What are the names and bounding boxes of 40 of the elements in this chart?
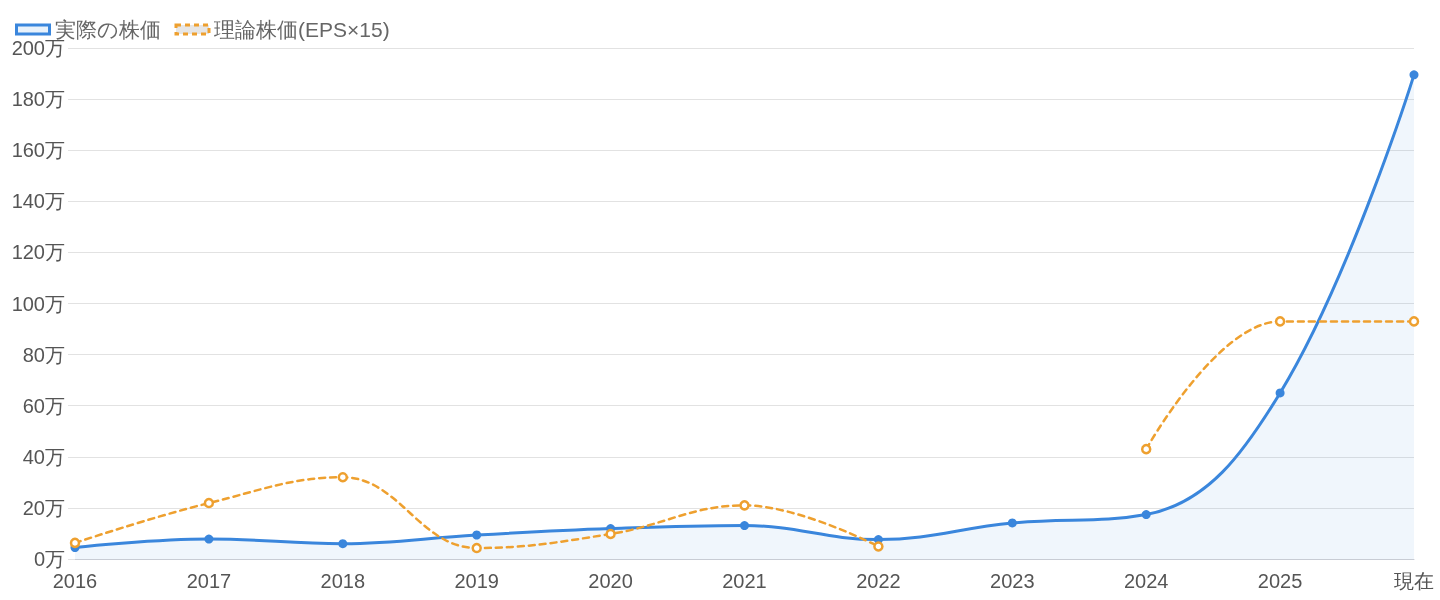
y-tick-label: 40万 — [22, 445, 65, 468]
x-tick-label: 2025 — [1257, 570, 1303, 592]
point — [1141, 510, 1151, 520]
x-tick-label: 2023 — [990, 570, 1035, 592]
y-tick-label: 140万 — [11, 190, 65, 213]
point — [472, 530, 482, 540]
x-tick-label: 2016 — [52, 570, 98, 592]
x-tick-label: 2017 — [186, 570, 232, 592]
point — [605, 528, 616, 540]
y-tick-label: 20万 — [22, 496, 65, 519]
point — [1274, 316, 1286, 327]
x-tick-label: 2020 — [588, 570, 633, 592]
point — [203, 497, 215, 509]
point — [1007, 518, 1017, 528]
point — [740, 521, 749, 531]
legend-label: 理論株価(EPS×15) — [214, 18, 390, 41]
y-tick-label: 0万 — [33, 548, 65, 570]
point — [1275, 388, 1285, 398]
point — [739, 500, 750, 511]
point — [873, 541, 884, 552]
point — [69, 537, 81, 549]
y-tick-label: 160万 — [11, 139, 65, 162]
x-tick-label: 2024 — [1123, 570, 1169, 592]
point — [1140, 443, 1152, 455]
point — [1409, 70, 1419, 80]
point — [471, 542, 482, 554]
x-tick-label: 現在 — [1394, 570, 1434, 592]
point — [204, 534, 214, 544]
y-tick-label: 60万 — [22, 394, 65, 417]
x-tick-label: 2022 — [856, 570, 901, 592]
x-tick-label: 2021 — [722, 570, 767, 592]
y-tick-label: 180万 — [11, 88, 65, 111]
point — [1408, 316, 1420, 327]
x-tick-label: 2018 — [320, 570, 366, 592]
point — [337, 471, 349, 483]
x-tick-label: 2019 — [454, 570, 499, 592]
point — [338, 539, 348, 549]
y-tick-label: 80万 — [22, 343, 65, 366]
y-tick-label: 120万 — [11, 241, 65, 264]
y-tick-label: 100万 — [11, 292, 65, 315]
